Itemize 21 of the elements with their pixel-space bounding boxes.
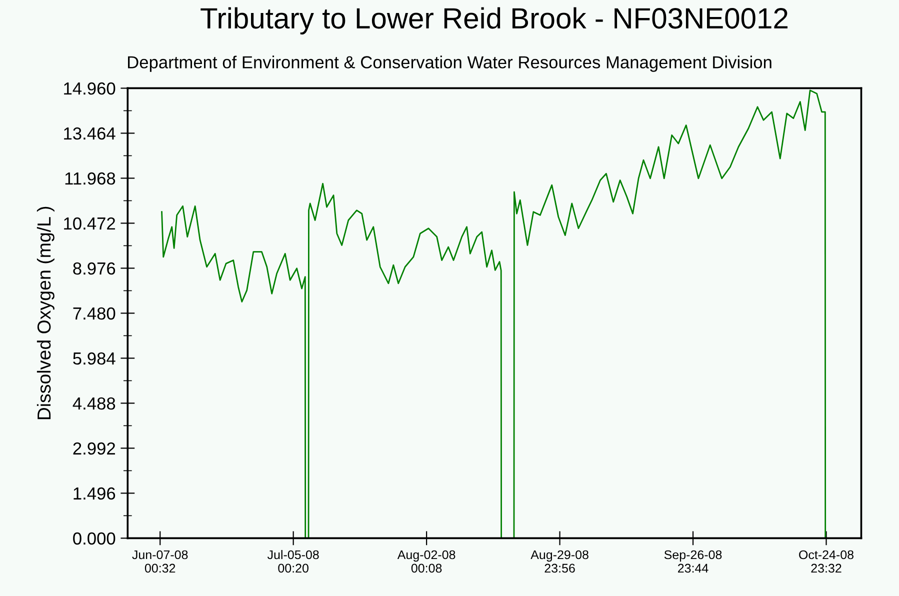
y-tick-label: 7.480 <box>73 307 116 320</box>
x-tick-label: Oct-24-08 23:32 <box>799 550 854 573</box>
x-tick-label: Aug-02-08 00:08 <box>397 550 456 573</box>
chart-title: Tributary to Lower Reid Brook - NF03NE0012 <box>200 7 788 34</box>
y-tick-label: 14.960 <box>64 82 116 95</box>
y-tick-label: 2.992 <box>73 442 115 455</box>
y-axis-title: Dissolved Oxygen (mg/L ) <box>36 206 54 420</box>
y-tick-label: 13.464 <box>64 127 116 140</box>
line-series <box>161 90 826 538</box>
y-tick-label: 5.984 <box>73 352 116 365</box>
y-tick-label: 8.976 <box>73 262 116 275</box>
x-tick-label: Sep-26-08 23:44 <box>664 550 722 573</box>
y-tick-label: 11.968 <box>65 172 116 185</box>
y-tick-label: 10.472 <box>64 217 115 230</box>
x-tick-label: Jun-07-08 00:32 <box>132 550 188 573</box>
y-tick-label: 0.000 <box>73 532 116 545</box>
chart-subtitle: Department of Environment & Conservation Water Resources Management Division <box>128 56 772 72</box>
y-tick-label: 4.488 <box>72 397 116 410</box>
x-tick-label: Aug-29-08 23:56 <box>530 550 588 573</box>
y-tick-label: 1.496 <box>74 487 116 500</box>
x-tick-label: Jul-05-08 00:20 <box>267 550 319 573</box>
